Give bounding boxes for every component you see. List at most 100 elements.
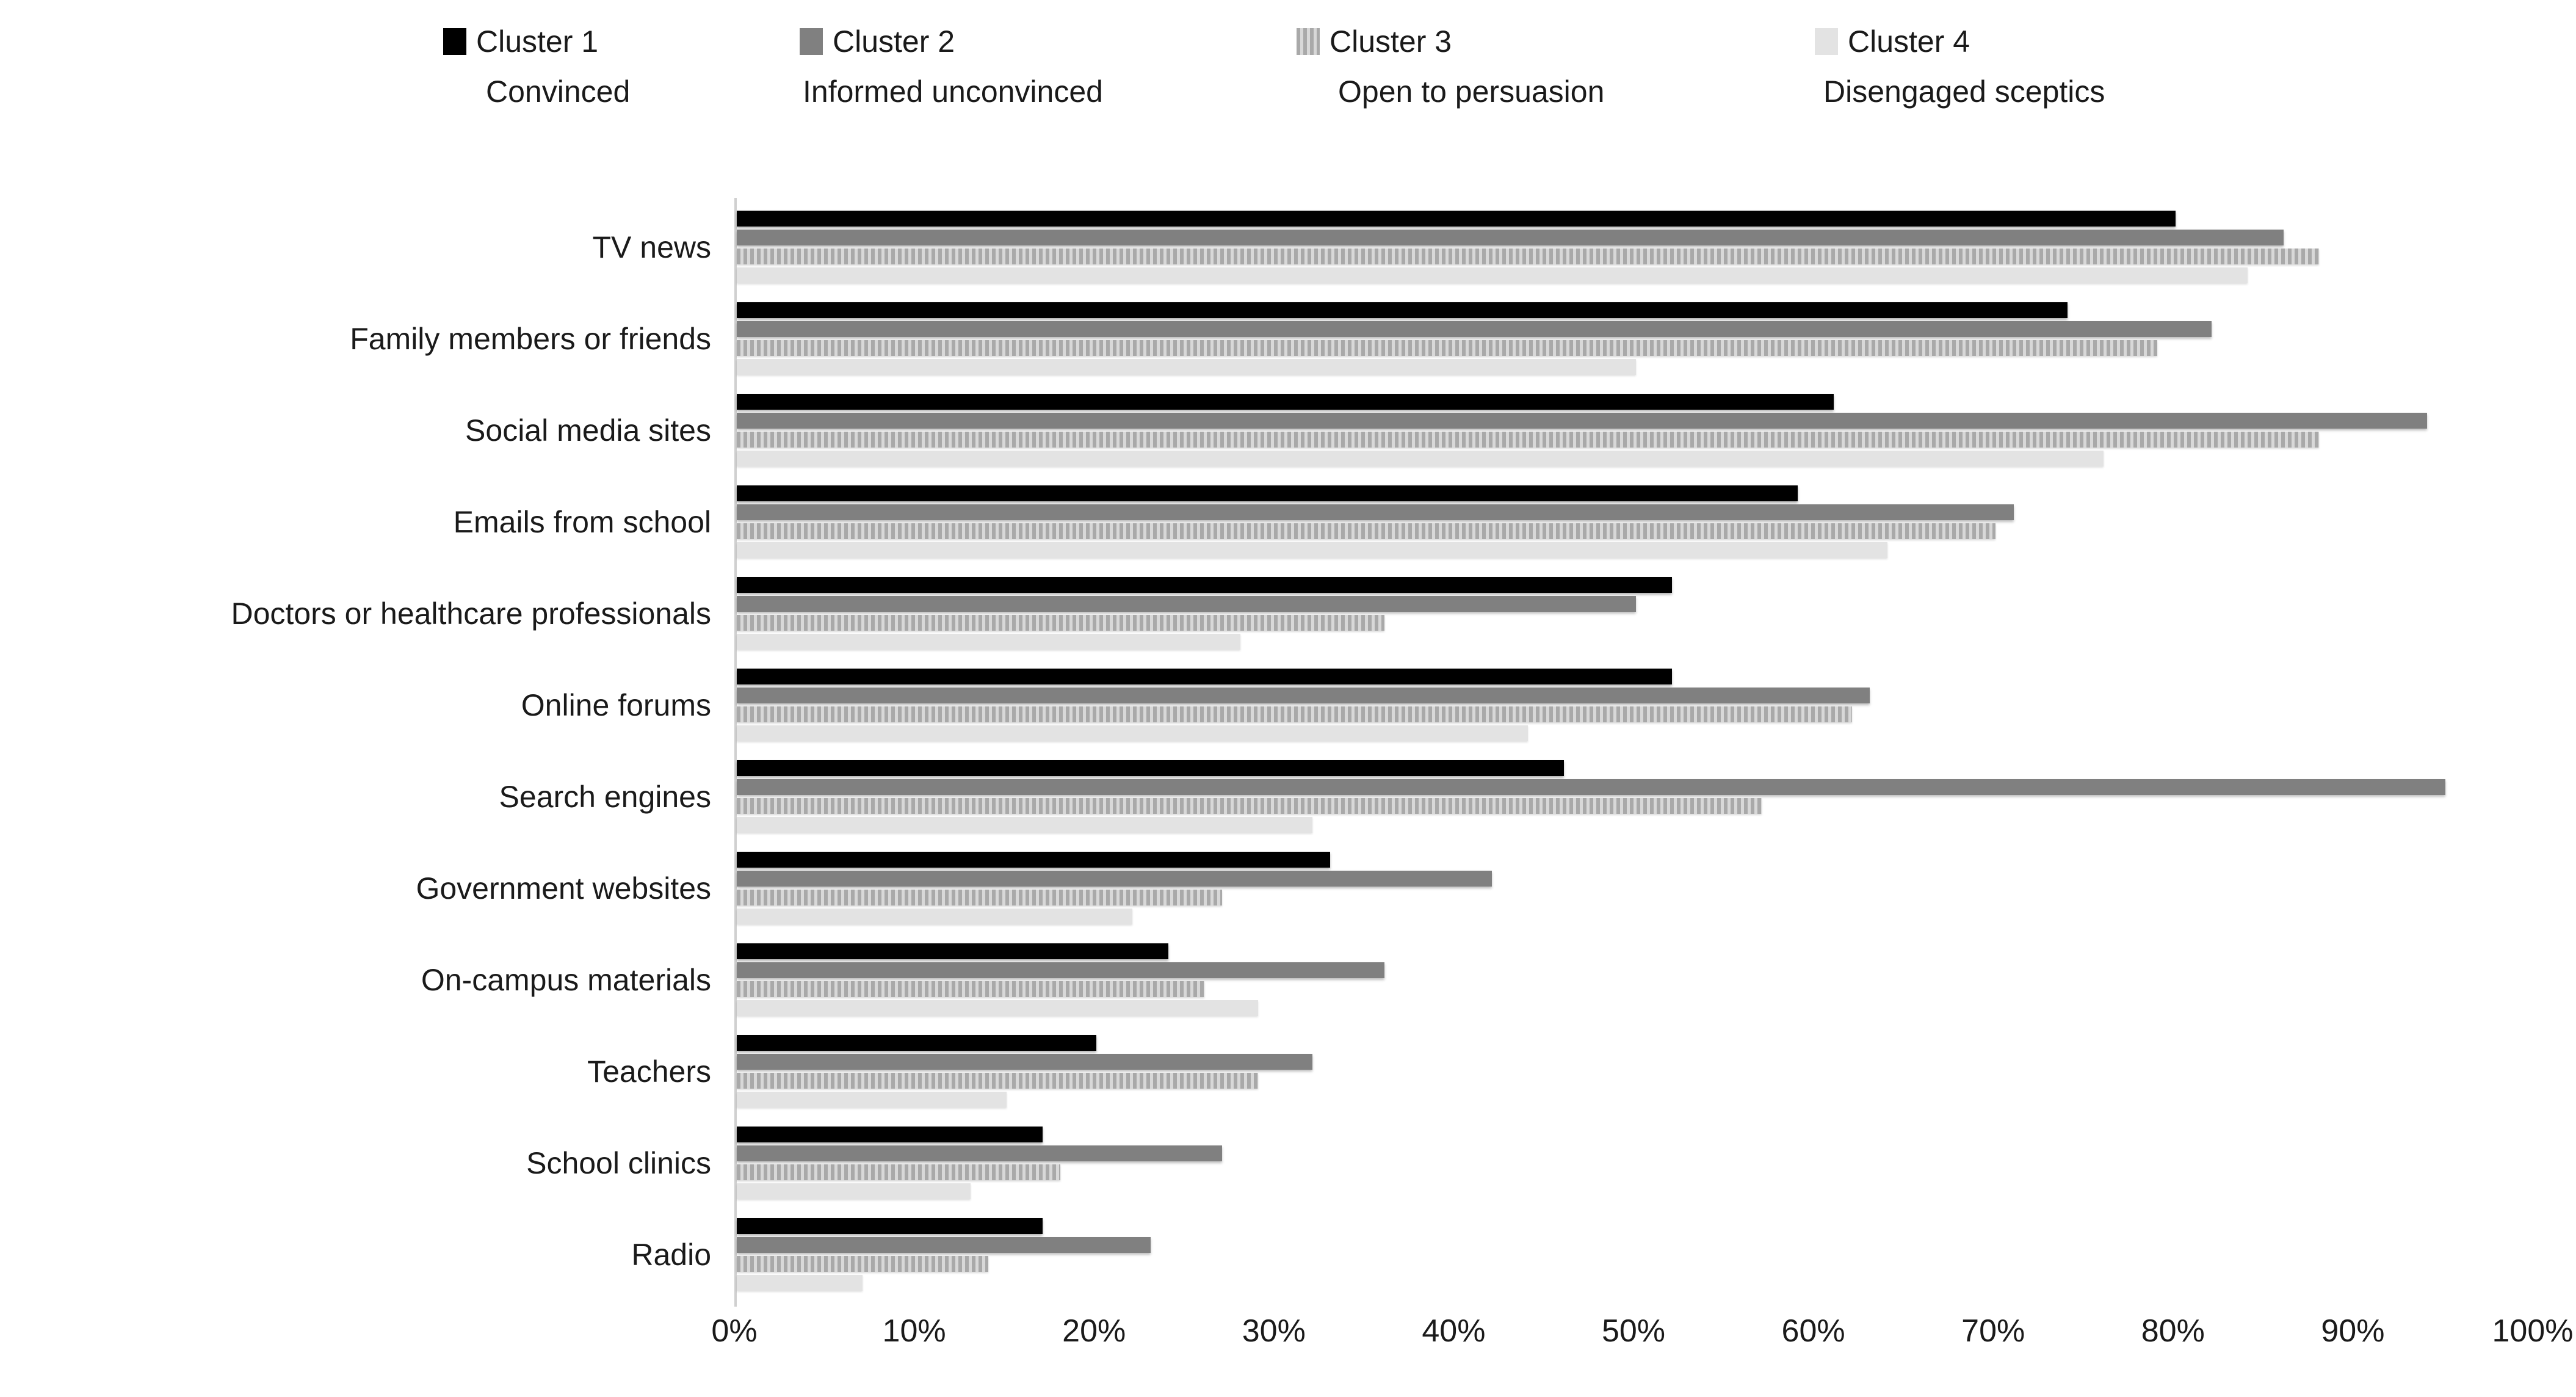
bar-cluster-2 — [737, 1237, 1151, 1253]
x-axis-tick-label: 40% — [1422, 1313, 1486, 1349]
bar-group: Online forums — [0, 659, 2576, 751]
x-axis-tick-label: 10% — [882, 1313, 946, 1349]
legend-label: Cluster 2 — [833, 24, 955, 59]
bar-cluster-1 — [737, 211, 2176, 227]
category-label: Social media sites — [465, 413, 711, 448]
bar-cluster-1 — [737, 1035, 1097, 1051]
bar-cluster-4 — [737, 909, 1133, 924]
legend-row: Cluster 3 — [1297, 23, 1604, 60]
bar-stack — [737, 669, 1870, 741]
category-label: Emails from school — [453, 505, 711, 539]
bar-cluster-2 — [737, 1054, 1312, 1070]
bar-cluster-2 — [737, 413, 2428, 429]
category-label: Family members or friends — [350, 322, 711, 356]
x-axis-tick-label: 60% — [1781, 1313, 1845, 1349]
legend-row: Cluster 1 — [443, 23, 630, 60]
bar-group: Family members or friends — [0, 293, 2576, 385]
bar-cluster-4 — [737, 359, 1636, 375]
bar-stack — [737, 485, 2014, 558]
bar-stack — [737, 760, 2445, 833]
category-label: On-campus materials — [421, 963, 711, 997]
bar-stack — [737, 302, 2212, 375]
bar-group: Emails from school — [0, 476, 2576, 568]
bar-cluster-4 — [737, 1275, 863, 1291]
bar-cluster-3 — [737, 615, 1384, 631]
bar-cluster-1 — [737, 394, 1834, 410]
x-axis-tick-label: 30% — [1242, 1313, 1306, 1349]
legend-subtitle: Disengaged sceptics — [1823, 74, 2105, 109]
legend-label: Cluster 1 — [476, 24, 599, 59]
bar-cluster-2 — [737, 596, 1636, 612]
bar-group: Doctors or healthcare professionals — [0, 568, 2576, 659]
bar-stack — [737, 577, 1672, 650]
legend-entry-cluster-3: Cluster 3 Open to persuasion — [1297, 23, 1604, 110]
legend-swatch-cluster-2 — [800, 28, 823, 55]
legend-swatch-cluster-3 — [1297, 28, 1320, 55]
legend-entry-cluster-1: Cluster 1 Convinced — [443, 23, 630, 110]
category-label: TV news — [592, 230, 711, 264]
bar-group: Teachers — [0, 1026, 2576, 1117]
legend-row: Cluster 4 — [1815, 23, 2105, 60]
legend-subtitle: Convinced — [486, 74, 631, 109]
bar-cluster-2 — [737, 230, 2284, 245]
bar-stack — [737, 211, 2320, 283]
bar-cluster-2 — [737, 871, 1492, 887]
legend-label: Cluster 3 — [1330, 24, 1452, 59]
category-label: Search engines — [499, 780, 711, 814]
x-axis-tick-label: 20% — [1062, 1313, 1126, 1349]
bar-cluster-4 — [737, 725, 1529, 741]
bar-cluster-3 — [737, 981, 1204, 997]
x-axis-tick-label: 90% — [2321, 1313, 2385, 1349]
bar-cluster-2 — [737, 688, 1870, 703]
category-label: Online forums — [521, 688, 711, 722]
bar-stack — [737, 394, 2428, 466]
legend-row: Cluster 2 — [800, 23, 1103, 60]
plot-area: TV news Family members or friends Social m… — [0, 198, 2576, 1307]
bar-cluster-3 — [737, 1256, 989, 1272]
bar-group: Social media sites — [0, 385, 2576, 476]
bar-stack — [737, 852, 1492, 924]
bar-stack — [737, 943, 1384, 1016]
bar-cluster-4 — [737, 634, 1240, 650]
x-axis: 0% 10% 20% 30% 40% 50% 60% 70% 80% 90% 100% — [0, 1313, 2576, 1362]
bar-cluster-2 — [737, 321, 2212, 337]
bar-group: Radio — [0, 1209, 2576, 1301]
category-label: Radio — [631, 1238, 711, 1272]
bar-cluster-2 — [737, 779, 2445, 795]
bar-cluster-3 — [737, 432, 2320, 448]
bar-cluster-1 — [737, 1127, 1043, 1142]
bar-cluster-4 — [737, 1000, 1259, 1016]
category-label: School clinics — [526, 1146, 711, 1180]
bar-cluster-4 — [737, 817, 1312, 833]
legend-entry-cluster-4: Cluster 4 Disengaged sceptics — [1815, 23, 2105, 110]
x-axis-tick-label: 0% — [711, 1313, 758, 1349]
category-label: Doctors or healthcare professionals — [231, 597, 712, 631]
x-axis-tick-label: 100% — [2492, 1313, 2574, 1349]
bar-cluster-1 — [737, 1218, 1043, 1234]
category-label: Government websites — [416, 871, 711, 905]
bar-cluster-4 — [737, 1183, 971, 1199]
category-label: Teachers — [587, 1054, 711, 1089]
bar-cluster-3 — [737, 1164, 1061, 1180]
bar-cluster-2 — [737, 504, 2014, 520]
bar-stack — [737, 1218, 1151, 1291]
bar-cluster-3 — [737, 706, 1852, 722]
bar-cluster-2 — [737, 962, 1384, 978]
x-axis-tick-label: 50% — [1601, 1313, 1666, 1349]
bar-cluster-3 — [737, 890, 1223, 905]
legend-subtitle: Open to persuasion — [1338, 74, 1605, 109]
bar-cluster-3 — [737, 340, 2158, 356]
legend-label: Cluster 4 — [1848, 24, 1970, 59]
bar-group: TV news — [0, 201, 2576, 293]
bar-group: On-campus materials — [0, 934, 2576, 1026]
bar-cluster-4 — [737, 451, 2104, 466]
legend-subtitle: Informed unconvinced — [803, 74, 1103, 109]
bar-cluster-2 — [737, 1145, 1223, 1161]
bar-cluster-3 — [737, 523, 1996, 539]
legend-swatch-cluster-4 — [1815, 28, 1838, 55]
legend-entry-cluster-2: Cluster 2 Informed unconvinced — [800, 23, 1103, 110]
bar-cluster-4 — [737, 267, 2248, 283]
bar-cluster-4 — [737, 542, 1888, 558]
legend-swatch-cluster-1 — [443, 28, 466, 55]
